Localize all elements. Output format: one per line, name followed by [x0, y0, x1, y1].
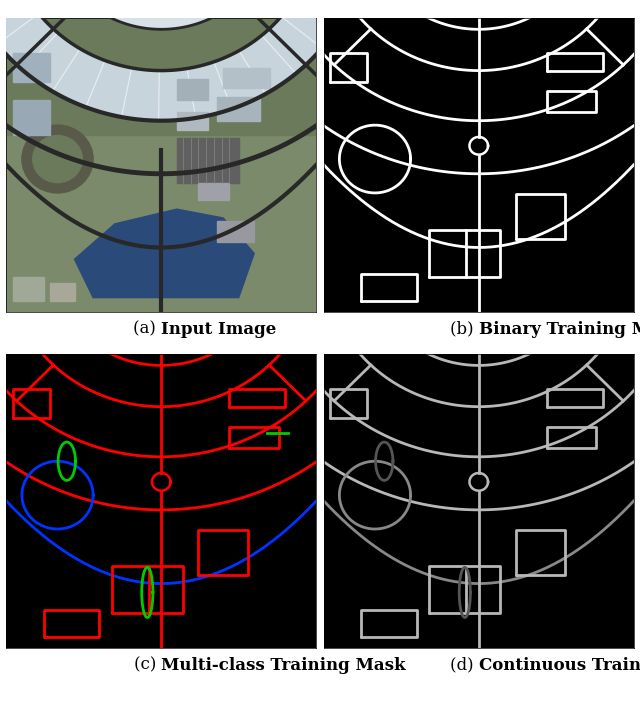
Bar — [13, 100, 50, 135]
Text: (b): (b) — [450, 321, 479, 338]
Text: (d): (d) — [450, 657, 479, 674]
Bar — [13, 277, 44, 301]
Bar — [198, 183, 229, 200]
Polygon shape — [51, 0, 272, 29]
Circle shape — [33, 135, 83, 183]
Polygon shape — [0, 0, 360, 121]
Text: Input Image: Input Image — [161, 321, 276, 338]
Text: (a): (a) — [133, 321, 161, 338]
Bar — [50, 283, 74, 301]
Bar — [217, 97, 260, 121]
Circle shape — [22, 125, 93, 193]
Bar — [177, 138, 239, 183]
Bar — [177, 79, 208, 100]
Bar — [223, 67, 269, 88]
Text: Multi-class Training Mask: Multi-class Training Mask — [161, 657, 406, 674]
Polygon shape — [74, 209, 254, 298]
Text: (c): (c) — [134, 657, 161, 674]
Text: Continuous Training Mask: Continuous Training Mask — [479, 657, 640, 674]
Bar — [217, 221, 254, 242]
Bar — [6, 18, 316, 135]
Bar — [13, 53, 50, 83]
Text: Binary Training Mask: Binary Training Mask — [479, 321, 640, 338]
Bar — [177, 112, 208, 130]
